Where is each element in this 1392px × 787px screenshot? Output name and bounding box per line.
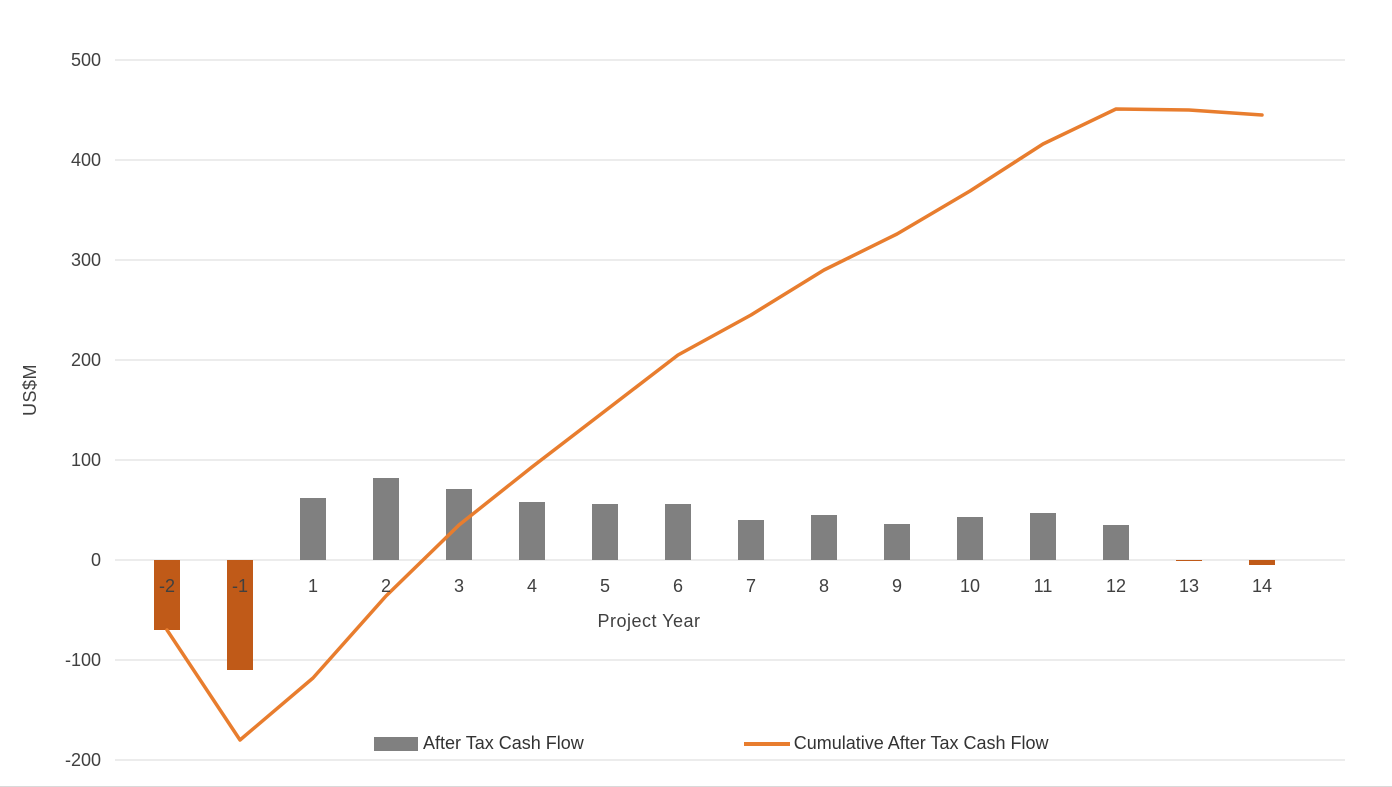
bar-year-13 bbox=[1176, 560, 1202, 561]
bar-year--1 bbox=[227, 560, 253, 670]
x-tick-label: 7 bbox=[746, 576, 756, 596]
x-tick-label: 14 bbox=[1252, 576, 1272, 596]
x-tick-label: 13 bbox=[1179, 576, 1199, 596]
legend-item-bar-series: After Tax Cash Flow bbox=[374, 733, 584, 754]
legend-item-line-series: Cumulative After Tax Cash Flow bbox=[743, 733, 1049, 754]
x-tick-label: 5 bbox=[600, 576, 610, 596]
x-tick-label: -2 bbox=[159, 576, 175, 596]
bar-year-7 bbox=[738, 520, 764, 560]
bar-year-10 bbox=[957, 517, 983, 560]
bar-year-9 bbox=[884, 524, 910, 560]
x-tick-label: 9 bbox=[892, 576, 902, 596]
x-tick-label: 2 bbox=[381, 576, 391, 596]
bar-year-2 bbox=[373, 478, 399, 560]
cumulative-line bbox=[165, 107, 1264, 742]
bar-series-swatch bbox=[374, 736, 418, 751]
x-tick-label: 4 bbox=[527, 576, 537, 596]
legend-label-bar-series: After Tax Cash Flow bbox=[423, 733, 584, 753]
x-tick-label: 12 bbox=[1106, 576, 1126, 596]
x-tick-label: -1 bbox=[232, 576, 248, 596]
y-tick-label: 500 bbox=[71, 50, 101, 70]
y-tick-label: -100 bbox=[65, 650, 101, 670]
y-tick-label: 100 bbox=[71, 450, 101, 470]
legend-label-line-series: Cumulative After Tax Cash Flow bbox=[793, 733, 1049, 753]
bar-year-5 bbox=[592, 504, 618, 560]
x-tick-label: 8 bbox=[819, 576, 829, 596]
x-axis-title: Project Year bbox=[597, 611, 701, 631]
bar-year-11 bbox=[1030, 513, 1056, 560]
chart-legend: After Tax Cash Flow Cumulative After Tax… bbox=[374, 733, 1049, 754]
bar-year-12 bbox=[1103, 525, 1129, 560]
x-tick-label: 11 bbox=[1034, 576, 1053, 596]
line-series-swatch bbox=[743, 741, 790, 746]
x-tick-label: 6 bbox=[673, 576, 683, 596]
bar-year-8 bbox=[811, 515, 837, 560]
y-axis-title: US$M bbox=[20, 364, 40, 417]
bar-year--2 bbox=[154, 560, 180, 630]
bar-year-4 bbox=[519, 502, 545, 560]
bar-year-14 bbox=[1249, 560, 1275, 565]
x-tick-label: 3 bbox=[454, 576, 464, 596]
y-tick-label: 0 bbox=[91, 550, 101, 570]
y-tick-label: 200 bbox=[71, 350, 101, 370]
x-tick-label: 10 bbox=[960, 576, 980, 596]
y-tick-label: 400 bbox=[71, 150, 101, 170]
y-tick-label: -200 bbox=[65, 750, 101, 770]
bar-year-1 bbox=[300, 498, 326, 560]
x-tick-label: 1 bbox=[308, 576, 318, 596]
y-tick-label: 300 bbox=[71, 250, 101, 270]
bar-year-6 bbox=[665, 504, 691, 560]
